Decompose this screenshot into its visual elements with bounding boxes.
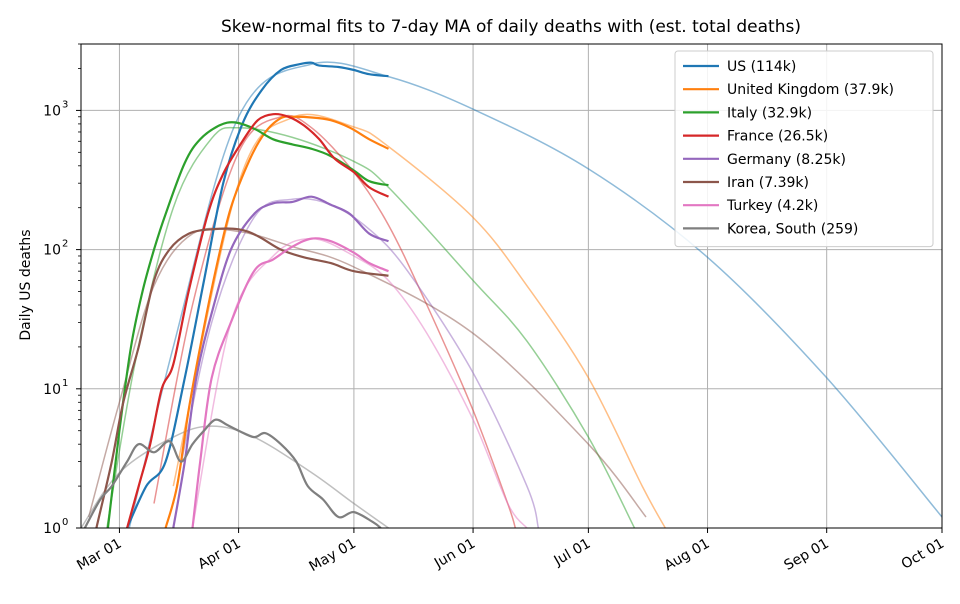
fit-line bbox=[128, 61, 942, 528]
chart-title: Skew-normal fits to 7-day MA of daily de… bbox=[221, 17, 801, 37]
legend-label: France (26.5k) bbox=[727, 129, 828, 145]
legend-label: Turkey (4.2k) bbox=[726, 198, 818, 214]
y-tick-exponent: 3 bbox=[62, 99, 68, 110]
legend-label: Korea, South (259) bbox=[727, 221, 858, 237]
y-tick-exponent: 0 bbox=[62, 517, 68, 528]
y-tick-label: 10 bbox=[43, 521, 61, 537]
legend-label: Iran (7.39k) bbox=[727, 175, 809, 191]
legend-label: United Kingdom (37.9k) bbox=[727, 82, 894, 98]
y-tick-label: 10 bbox=[43, 243, 61, 259]
series-line bbox=[83, 418, 382, 528]
fit-line bbox=[153, 114, 517, 528]
fit-line bbox=[87, 227, 647, 518]
plot-frame bbox=[80, 43, 943, 529]
series-line bbox=[95, 227, 389, 528]
series-line bbox=[126, 61, 389, 528]
legend-label: Germany (8.25k) bbox=[727, 152, 846, 168]
y-axis-label: Daily US deaths bbox=[18, 229, 34, 340]
series-line bbox=[191, 237, 389, 528]
legend-label: US (114k) bbox=[727, 59, 796, 75]
series-line bbox=[126, 112, 389, 528]
legend-box bbox=[674, 50, 934, 248]
y-tick-label: 10 bbox=[43, 382, 61, 398]
y-tick-label: 10 bbox=[43, 103, 61, 119]
y-tick-exponent: 1 bbox=[62, 378, 68, 389]
series-line bbox=[172, 195, 389, 528]
legend: US (114k) United Kingdom (37.9k) Italy (32… bbox=[674, 50, 934, 248]
legend-label: Italy (32.9k) bbox=[727, 105, 812, 121]
observed-curves bbox=[83, 61, 389, 528]
y-tick-exponent: 2 bbox=[62, 239, 68, 250]
